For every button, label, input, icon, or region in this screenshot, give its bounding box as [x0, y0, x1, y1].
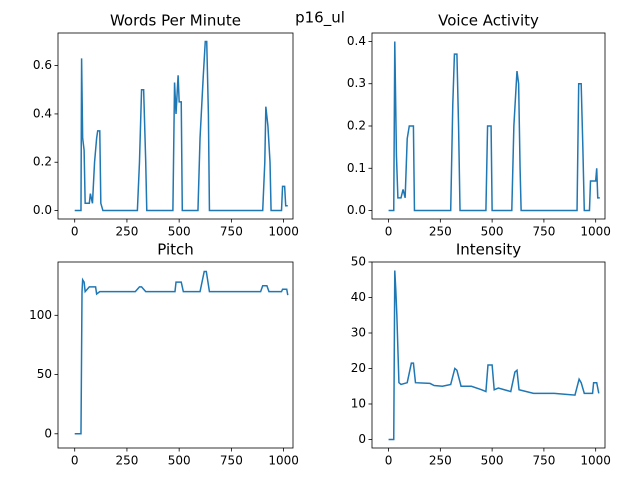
- x-tick-label: 0: [71, 454, 79, 468]
- x-tick-label: 1000: [268, 225, 299, 239]
- y-tick-label: 10: [351, 396, 366, 410]
- y-tick-label: 50: [37, 367, 52, 381]
- subplot-title: Voice Activity: [438, 12, 539, 30]
- x-tick-label: 250: [429, 225, 452, 239]
- y-tick-label: 0: [44, 426, 52, 440]
- x-tick-label: 1000: [580, 225, 611, 239]
- x-tick-label: 250: [115, 225, 138, 239]
- series-line: [388, 41, 600, 212]
- y-tick-label: 0.3: [347, 76, 366, 90]
- series-line: [388, 270, 600, 441]
- y-tick-label: 0.4: [33, 106, 52, 120]
- x-tick-label: 750: [532, 225, 555, 239]
- x-tick-label: 500: [168, 225, 191, 239]
- x-tick-label: 1000: [580, 454, 611, 468]
- x-tick-label: 750: [220, 454, 243, 468]
- y-tick-label: 50: [351, 255, 366, 269]
- x-tick-label: 250: [429, 454, 452, 468]
- y-tick-label: 0.0: [33, 203, 52, 217]
- y-tick-label: 30: [351, 325, 366, 339]
- x-tick-label: 500: [481, 454, 504, 468]
- y-tick-label: 100: [29, 308, 52, 322]
- figure-title: p16_ul: [295, 9, 345, 28]
- x-tick-label: 750: [220, 225, 243, 239]
- x-tick-label: 1000: [268, 454, 299, 468]
- y-tick-label: 0.0: [347, 203, 366, 217]
- y-tick-label: 0.4: [347, 34, 366, 48]
- y-tick-label: 0: [358, 432, 366, 446]
- x-tick-label: 0: [385, 225, 393, 239]
- y-tick-label: 40: [351, 290, 366, 304]
- x-tick-label: 500: [481, 225, 504, 239]
- subplot-title: Words Per Minute: [110, 12, 241, 30]
- axes-frame: [371, 32, 606, 220]
- y-tick-label: 20: [351, 361, 366, 375]
- series-line: [74, 270, 289, 435]
- x-tick-label: 0: [71, 225, 79, 239]
- series-line: [74, 40, 288, 212]
- axes-frame: [57, 32, 294, 220]
- x-tick-label: 750: [532, 454, 555, 468]
- y-tick-label: 0.2: [347, 119, 366, 133]
- axes-frame: [371, 261, 606, 449]
- y-tick-label: 0.6: [33, 58, 52, 72]
- subplot-title: Pitch: [157, 241, 194, 259]
- axes-frame: [57, 261, 294, 449]
- x-tick-label: 500: [168, 454, 191, 468]
- y-tick-label: 0.2: [33, 155, 52, 169]
- subplot-title: Intensity: [456, 241, 521, 259]
- x-tick-label: 0: [385, 454, 393, 468]
- y-tick-label: 0.1: [347, 161, 366, 175]
- x-tick-label: 250: [115, 454, 138, 468]
